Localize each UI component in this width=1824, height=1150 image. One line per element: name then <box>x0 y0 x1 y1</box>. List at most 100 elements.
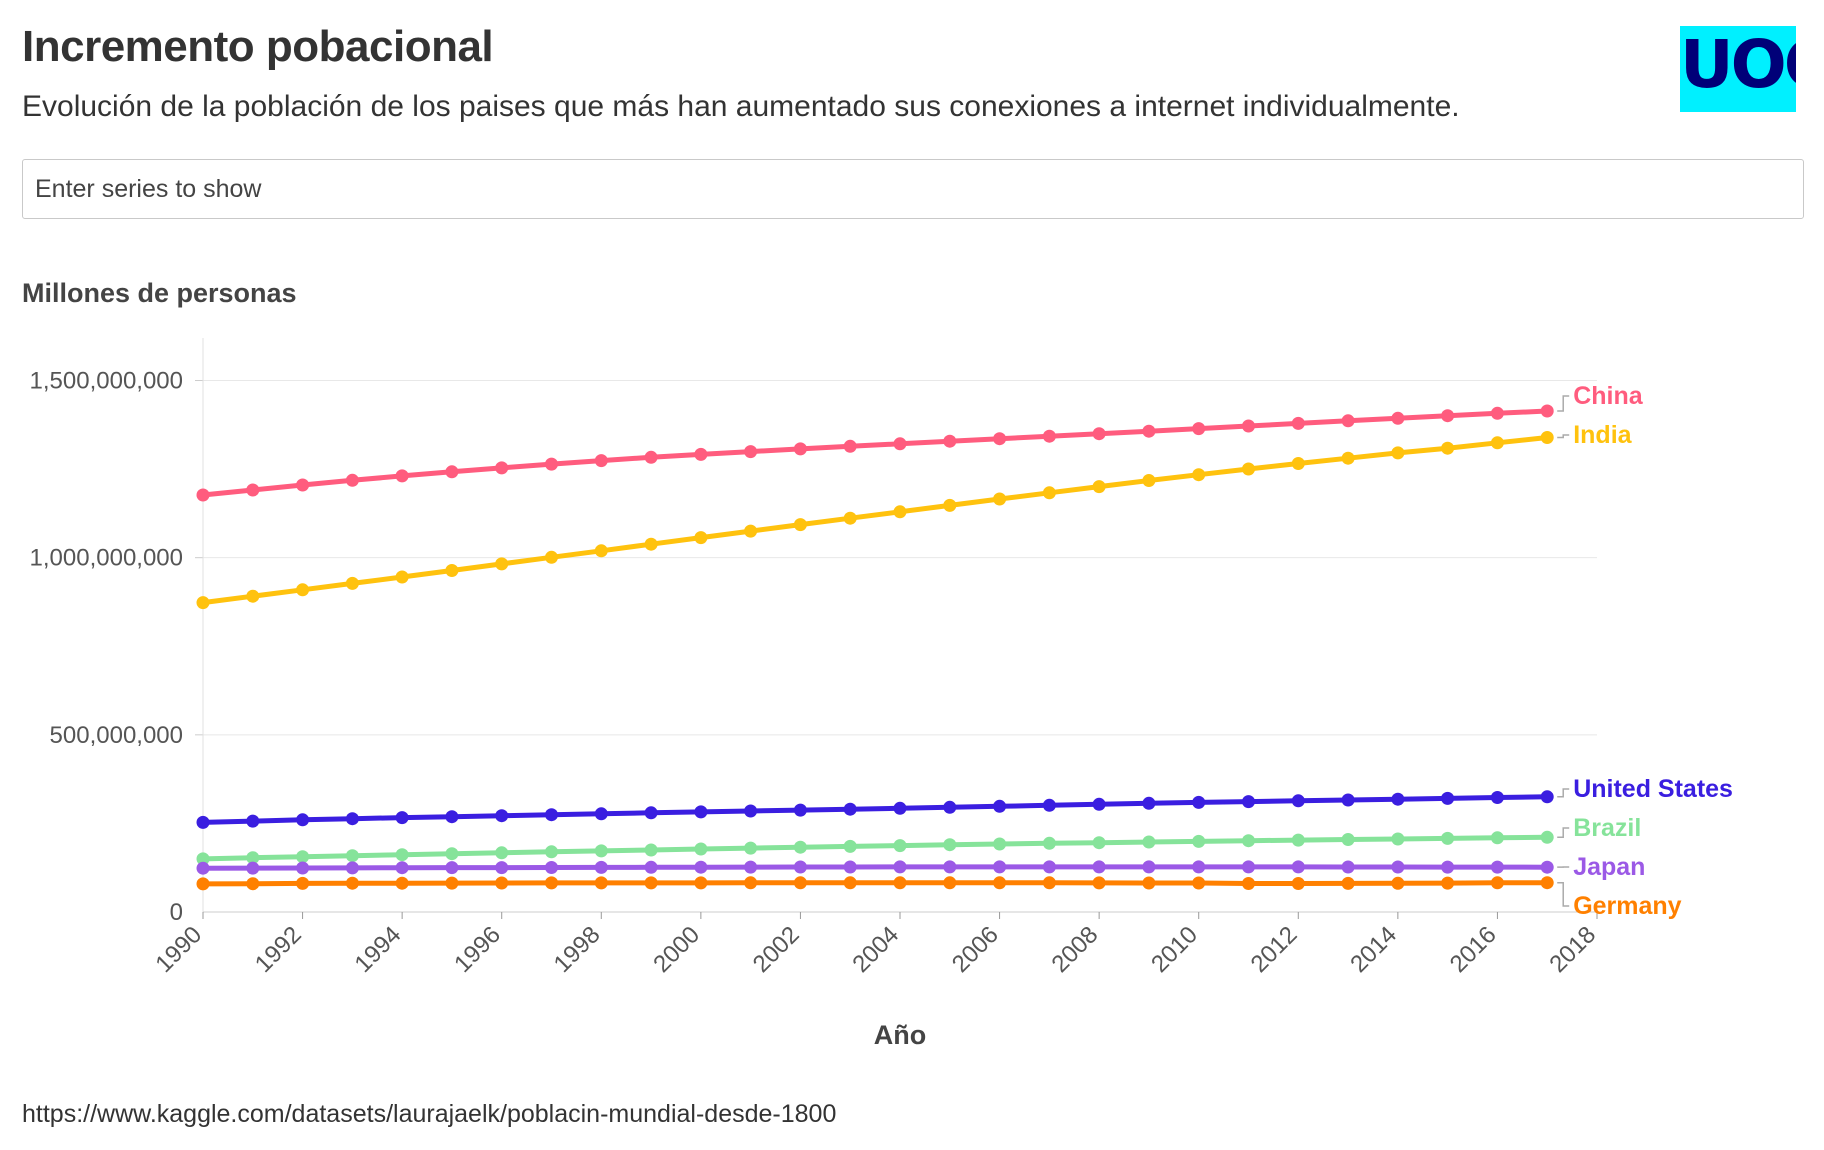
series-india[interactable] <box>196 431 1554 610</box>
data-point[interactable] <box>345 576 359 590</box>
series-search-input[interactable] <box>22 159 1804 219</box>
data-point[interactable] <box>1341 414 1355 428</box>
data-point[interactable] <box>1242 877 1255 890</box>
data-point[interactable] <box>893 505 907 519</box>
data-point[interactable] <box>993 492 1007 506</box>
series-united-states[interactable] <box>196 790 1554 829</box>
series-china[interactable] <box>196 404 1554 502</box>
data-point[interactable] <box>644 806 658 820</box>
data-point[interactable] <box>1540 860 1554 874</box>
data-point[interactable] <box>943 800 957 814</box>
data-point[interactable] <box>1042 876 1056 890</box>
data-point[interactable] <box>1490 860 1504 874</box>
data-point[interactable] <box>843 802 857 816</box>
data-point[interactable] <box>644 876 658 890</box>
data-point[interactable] <box>395 861 409 875</box>
data-point[interactable] <box>246 483 260 497</box>
data-point[interactable] <box>1092 480 1106 494</box>
data-point[interactable] <box>1441 831 1455 845</box>
data-point[interactable] <box>843 511 857 525</box>
data-point[interactable] <box>345 473 359 487</box>
data-point[interactable] <box>1441 791 1455 805</box>
data-point[interactable] <box>1192 860 1206 874</box>
data-point[interactable] <box>545 457 558 471</box>
data-point[interactable] <box>1042 860 1056 874</box>
data-point[interactable] <box>594 876 608 890</box>
data-point[interactable] <box>196 488 210 502</box>
data-point[interactable] <box>445 861 459 875</box>
data-point[interactable] <box>1291 794 1305 808</box>
data-point[interactable] <box>1291 416 1305 430</box>
data-point[interactable] <box>545 876 558 890</box>
data-point[interactable] <box>296 850 310 864</box>
data-point[interactable] <box>943 860 957 874</box>
data-point[interactable] <box>644 537 658 551</box>
data-point[interactable] <box>1540 431 1554 444</box>
data-point[interactable] <box>445 465 459 479</box>
data-point[interactable] <box>495 876 509 890</box>
data-point[interactable] <box>1441 409 1455 423</box>
data-point[interactable] <box>993 432 1007 446</box>
data-point[interactable] <box>1192 422 1206 436</box>
data-point[interactable] <box>793 518 807 532</box>
data-point[interactable] <box>943 838 957 852</box>
data-point[interactable] <box>445 810 459 824</box>
data-point[interactable] <box>1540 404 1554 418</box>
data-point[interactable] <box>296 813 310 827</box>
data-point[interactable] <box>993 876 1007 890</box>
data-point[interactable] <box>345 876 359 890</box>
data-point[interactable] <box>246 851 260 865</box>
data-point[interactable] <box>395 848 409 862</box>
data-point[interactable] <box>1540 876 1554 890</box>
data-point[interactable] <box>1341 833 1355 846</box>
data-point[interactable] <box>1142 424 1156 438</box>
data-point[interactable] <box>744 860 758 874</box>
data-point[interactable] <box>1540 830 1554 844</box>
data-point[interactable] <box>1391 876 1405 890</box>
data-point[interactable] <box>943 498 957 512</box>
data-point[interactable] <box>744 804 758 818</box>
data-point[interactable] <box>1490 831 1504 845</box>
data-point[interactable] <box>793 442 807 456</box>
data-point[interactable] <box>993 860 1007 874</box>
data-point[interactable] <box>893 801 907 815</box>
data-point[interactable] <box>843 839 857 853</box>
data-point[interactable] <box>1242 419 1255 433</box>
data-point[interactable] <box>1192 468 1206 482</box>
data-point[interactable] <box>395 570 409 584</box>
data-point[interactable] <box>1142 474 1156 487</box>
data-point[interactable] <box>1540 790 1554 804</box>
data-point[interactable] <box>1441 876 1455 890</box>
data-point[interactable] <box>744 876 758 890</box>
data-point[interactable] <box>1042 486 1056 500</box>
data-point[interactable] <box>545 550 558 564</box>
data-point[interactable] <box>445 847 459 861</box>
data-point[interactable] <box>1341 451 1355 465</box>
data-point[interactable] <box>545 845 558 859</box>
data-point[interactable] <box>694 876 708 890</box>
data-point[interactable] <box>1092 836 1106 850</box>
data-point[interactable] <box>1291 877 1305 890</box>
data-point[interactable] <box>943 434 957 448</box>
data-point[interactable] <box>744 841 758 855</box>
data-point[interactable] <box>1341 860 1355 874</box>
data-point[interactable] <box>345 861 359 875</box>
data-point[interactable] <box>843 876 857 890</box>
data-point[interactable] <box>594 860 608 874</box>
data-point[interactable] <box>196 596 210 610</box>
data-point[interactable] <box>594 454 608 468</box>
data-point[interactable] <box>793 803 807 817</box>
data-point[interactable] <box>843 439 857 453</box>
data-point[interactable] <box>594 544 608 558</box>
data-point[interactable] <box>1490 876 1504 890</box>
data-point[interactable] <box>1242 462 1255 476</box>
data-point[interactable] <box>196 877 210 891</box>
data-point[interactable] <box>1291 457 1305 470</box>
data-point[interactable] <box>893 839 907 853</box>
data-point[interactable] <box>1242 860 1255 874</box>
data-point[interactable] <box>1092 876 1106 890</box>
data-point[interactable] <box>395 811 409 825</box>
data-point[interactable] <box>1192 876 1206 890</box>
data-point[interactable] <box>644 860 658 874</box>
data-point[interactable] <box>545 808 558 822</box>
